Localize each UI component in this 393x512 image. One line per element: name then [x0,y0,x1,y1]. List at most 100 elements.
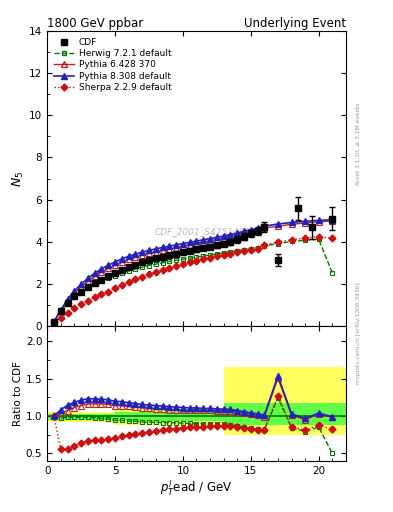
Sherpa 2.2.9 default [221,252,226,258]
Pythia 6.428 370 [140,252,145,258]
Sherpa 2.2.9 default [330,235,334,241]
Pythia 8.308 default [255,225,260,231]
Pythia 6.428 370 [275,223,280,229]
X-axis label: $p_{T}^{l}$ead / GeV: $p_{T}^{l}$ead / GeV [160,478,233,498]
Pythia 8.308 default [316,217,321,223]
Herwig 7.2.1 default [215,251,219,257]
Pythia 6.428 370 [201,239,206,245]
Herwig 7.2.1 default [86,285,90,291]
Pythia 6.428 370 [194,240,199,246]
Herwig 7.2.1 default [140,264,145,270]
Herwig 7.2.1 default [194,254,199,260]
Sherpa 2.2.9 default [51,318,56,325]
Pythia 8.308 default [208,236,213,242]
Herwig 7.2.1 default [126,268,131,274]
Herwig 7.2.1 default [99,278,104,284]
Sherpa 2.2.9 default [106,288,110,294]
Pythia 6.428 370 [86,278,90,284]
Herwig 7.2.1 default [235,248,240,254]
Pythia 8.308 default [248,227,253,233]
Pythia 8.308 default [86,275,90,281]
Herwig 7.2.1 default [330,269,334,275]
Pythia 8.308 default [99,266,104,272]
Pythia 6.428 370 [303,220,307,226]
Herwig 7.2.1 default [174,257,178,263]
Sherpa 2.2.9 default [208,254,213,261]
Line: Pythia 6.428 370: Pythia 6.428 370 [51,218,335,325]
Herwig 7.2.1 default [201,253,206,259]
Sherpa 2.2.9 default [255,246,260,252]
Sherpa 2.2.9 default [167,265,172,271]
Herwig 7.2.1 default [59,309,63,315]
Pythia 6.428 370 [126,256,131,262]
Sherpa 2.2.9 default [119,282,124,288]
Text: Rivet 3.1.10, ≥ 3.2M events: Rivet 3.1.10, ≥ 3.2M events [356,102,361,185]
Pythia 6.428 370 [51,318,56,325]
Herwig 7.2.1 default [147,263,151,269]
Sherpa 2.2.9 default [303,235,307,241]
Pythia 6.428 370 [289,221,294,227]
Pythia 6.428 370 [242,230,246,236]
Pythia 8.308 default [126,253,131,260]
Herwig 7.2.1 default [221,250,226,256]
Sherpa 2.2.9 default [174,263,178,269]
Sherpa 2.2.9 default [289,237,294,243]
Herwig 7.2.1 default [65,300,70,306]
Herwig 7.2.1 default [153,261,158,267]
Text: 1800 GeV ppbar: 1800 GeV ppbar [47,16,143,30]
Pythia 8.308 default [106,262,110,268]
Sherpa 2.2.9 default [72,305,77,311]
Pythia 6.428 370 [160,247,165,253]
Pythia 6.428 370 [221,234,226,241]
Pythia 6.428 370 [187,242,192,248]
Pythia 8.308 default [330,217,334,223]
Sherpa 2.2.9 default [248,247,253,253]
Sherpa 2.2.9 default [228,251,233,257]
Herwig 7.2.1 default [180,256,185,262]
Sherpa 2.2.9 default [187,259,192,265]
Herwig 7.2.1 default [248,246,253,252]
Pythia 6.428 370 [215,236,219,242]
Pythia 8.308 default [119,255,124,262]
Herwig 7.2.1 default [303,237,307,243]
Sherpa 2.2.9 default [215,253,219,260]
Pythia 6.428 370 [106,265,110,271]
Text: CDF_2001_S4751469: CDF_2001_S4751469 [154,227,251,236]
Pythia 8.308 default [65,296,70,303]
Text: mcplots.cern.ch [arXiv:1306.3436]: mcplots.cern.ch [arXiv:1306.3436] [356,282,361,383]
Pythia 6.428 370 [235,231,240,238]
Sherpa 2.2.9 default [194,258,199,264]
Pythia 6.428 370 [99,269,104,275]
Herwig 7.2.1 default [167,258,172,264]
Pythia 6.428 370 [92,273,97,279]
Sherpa 2.2.9 default [59,315,63,321]
Sherpa 2.2.9 default [153,269,158,275]
Pythia 6.428 370 [208,238,213,244]
Legend: CDF, Herwig 7.2.1 default, Pythia 6.428 370, Pythia 8.308 default, Sherpa 2.2.9 : CDF, Herwig 7.2.1 default, Pythia 6.428 … [51,35,174,95]
Pythia 6.428 370 [248,228,253,234]
Line: Pythia 8.308 default: Pythia 8.308 default [51,217,335,325]
Sherpa 2.2.9 default [133,276,138,283]
Pythia 8.308 default [167,243,172,249]
Sherpa 2.2.9 default [201,256,206,262]
Herwig 7.2.1 default [92,281,97,287]
Text: Underlying Event: Underlying Event [244,16,346,30]
Sherpa 2.2.9 default [316,233,321,240]
Pythia 8.308 default [262,223,267,229]
Pythia 8.308 default [174,242,178,248]
Pythia 8.308 default [133,251,138,257]
Sherpa 2.2.9 default [99,291,104,297]
Pythia 6.428 370 [113,262,118,268]
Herwig 7.2.1 default [255,245,260,251]
Pythia 6.428 370 [79,284,83,290]
Pythia 8.308 default [275,221,280,227]
Pythia 6.428 370 [180,243,185,249]
Sherpa 2.2.9 default [262,242,267,248]
Pythia 6.428 370 [133,254,138,260]
Herwig 7.2.1 default [262,243,267,249]
Pythia 8.308 default [140,249,145,255]
Sherpa 2.2.9 default [65,310,70,316]
Sherpa 2.2.9 default [113,285,118,291]
Herwig 7.2.1 default [133,266,138,272]
Herwig 7.2.1 default [242,247,246,253]
